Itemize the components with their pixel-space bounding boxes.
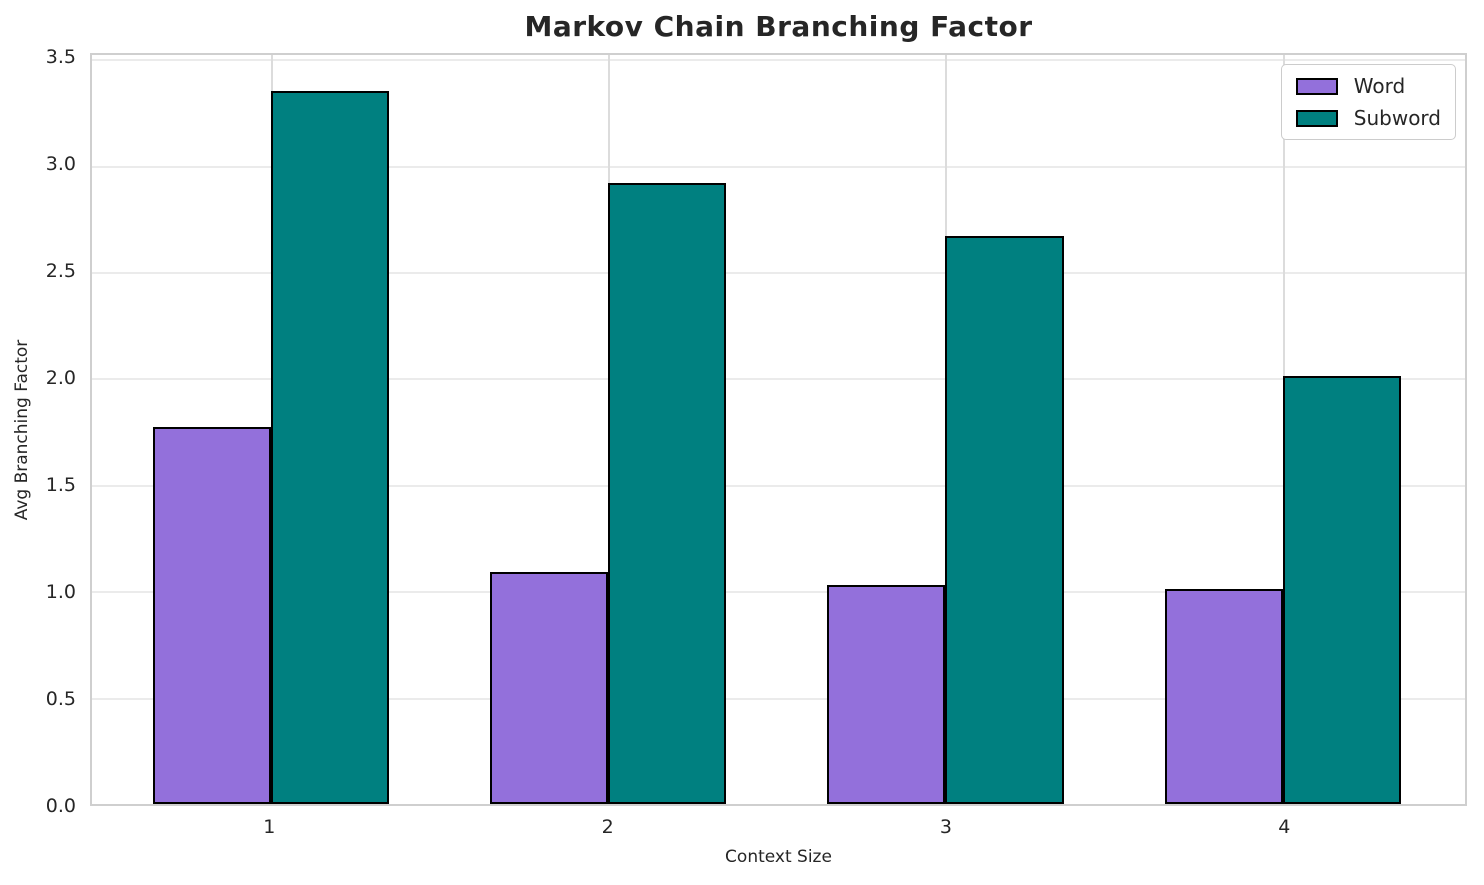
- y-tick-label: 2.5: [45, 260, 76, 283]
- h-gridline: [92, 484, 1465, 487]
- bar-subword-2: [608, 182, 727, 804]
- x-tick-label: 2: [601, 816, 614, 838]
- x-tick-label: 1: [263, 816, 276, 838]
- bar-word-3: [827, 584, 946, 804]
- chart-title: Markov Chain Branching Factor: [524, 10, 1033, 43]
- x-axis-label: Context Size: [725, 847, 832, 867]
- legend-row: Word: [1295, 74, 1441, 98]
- bar-subword-3: [945, 235, 1064, 804]
- x-tick-label: 3: [939, 816, 953, 838]
- bar-word-4: [1164, 589, 1283, 804]
- h-gridline: [92, 591, 1465, 594]
- y-axis-ticks: 0.0 0.5 1.0 1.5 2.0 2.5 3.0 3.5: [0, 46, 90, 817]
- x-axis-ticks: 1 2 3 4: [90, 806, 1467, 846]
- bar-word-1: [152, 427, 271, 804]
- h-gridline: [92, 165, 1465, 168]
- bar-subword-1: [270, 91, 389, 804]
- legend-row: Subword: [1295, 106, 1441, 130]
- legend-swatch-word: [1295, 77, 1338, 95]
- bar-word-2: [490, 572, 609, 804]
- legend-label-subword: Subword: [1353, 106, 1441, 130]
- x-tick-label: 4: [1278, 816, 1291, 838]
- y-tick-label: 3.0: [45, 153, 76, 176]
- y-axis-label: Avg Branching Factor: [12, 339, 32, 521]
- h-gridline: [92, 59, 1465, 62]
- y-tick-label: 1.5: [45, 474, 76, 497]
- h-gridline: [92, 378, 1465, 381]
- legend: Word Subword: [1280, 64, 1456, 140]
- y-tick-label: 0.5: [45, 688, 76, 711]
- legend-swatch-subword: [1295, 109, 1338, 127]
- h-gridline: [92, 272, 1465, 275]
- y-tick-label: 2.0: [45, 367, 76, 390]
- y-tick-label: 3.5: [45, 46, 76, 69]
- legend-label-word: Word: [1353, 74, 1406, 98]
- h-gridline: [92, 697, 1465, 700]
- plot-area: Word Subword: [90, 53, 1467, 806]
- y-tick-label: 1.0: [45, 581, 76, 604]
- plot-canvas: [92, 55, 1465, 804]
- bar-subword-4: [1282, 376, 1401, 804]
- y-tick-label: 0.0: [45, 795, 76, 817]
